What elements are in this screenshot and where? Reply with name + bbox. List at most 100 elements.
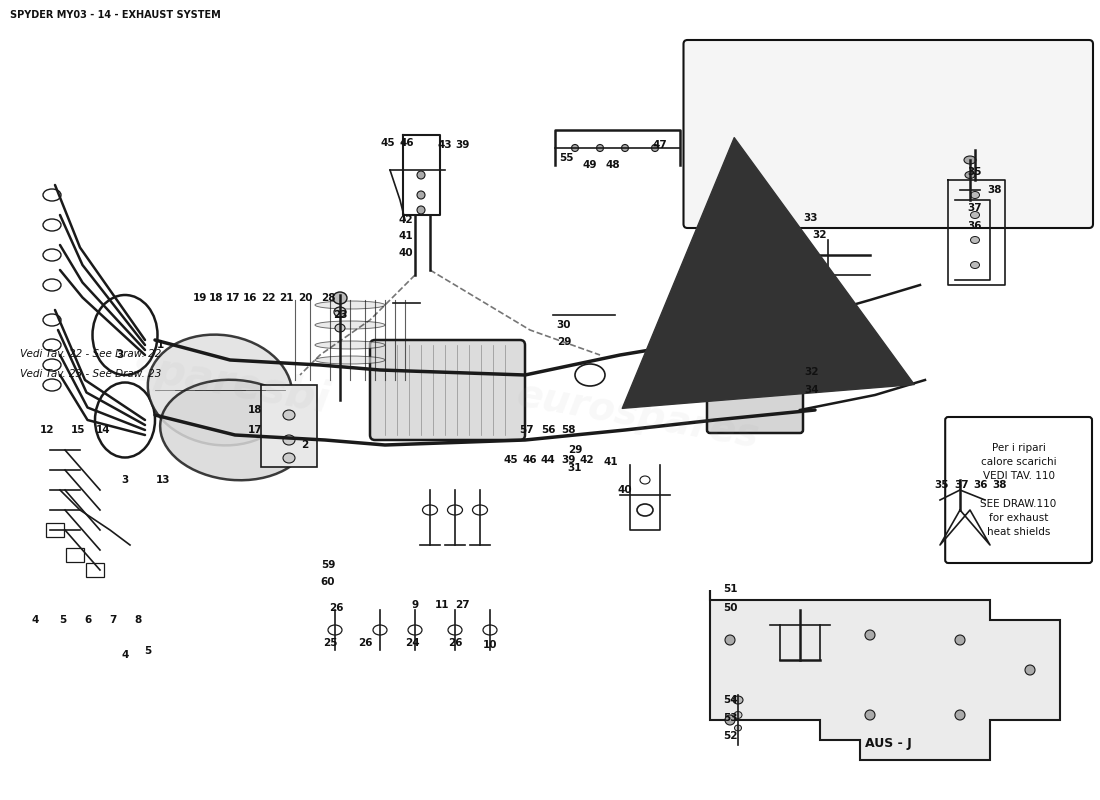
Ellipse shape: [596, 145, 604, 151]
Ellipse shape: [417, 191, 425, 199]
Text: 60: 60: [321, 577, 336, 587]
Text: 38: 38: [992, 480, 1008, 490]
Text: 59: 59: [321, 560, 336, 570]
Text: AUS - J: AUS - J: [866, 738, 912, 750]
Ellipse shape: [734, 711, 742, 718]
Text: 34: 34: [805, 385, 820, 395]
Text: 51: 51: [723, 584, 737, 594]
Ellipse shape: [315, 356, 385, 364]
Text: 57: 57: [519, 425, 535, 435]
Text: 41: 41: [398, 231, 414, 241]
Text: 6: 6: [85, 615, 91, 625]
Ellipse shape: [161, 380, 310, 480]
Text: 27: 27: [454, 600, 470, 610]
Polygon shape: [710, 590, 1060, 760]
Text: 39: 39: [561, 455, 575, 465]
Ellipse shape: [572, 145, 579, 151]
Text: 14: 14: [96, 425, 110, 435]
Text: Per i ripari
calore scarichi
VEDI TAV. 110

SEE DRAW.110
for exhaust
heat shield: Per i ripari calore scarichi VEDI TAV. 1…: [980, 443, 1057, 537]
Text: 29: 29: [557, 337, 571, 347]
Text: 4: 4: [121, 650, 129, 660]
Ellipse shape: [315, 341, 385, 349]
Text: 37: 37: [968, 203, 982, 213]
Ellipse shape: [970, 211, 979, 218]
Text: 26: 26: [448, 638, 462, 648]
Ellipse shape: [315, 301, 385, 309]
Ellipse shape: [965, 171, 975, 178]
Ellipse shape: [970, 262, 979, 269]
Text: 13: 13: [156, 475, 170, 485]
Ellipse shape: [733, 696, 742, 704]
Ellipse shape: [333, 292, 346, 304]
FancyBboxPatch shape: [707, 292, 803, 358]
Text: 12: 12: [40, 425, 54, 435]
Ellipse shape: [955, 635, 965, 645]
Text: 45: 45: [381, 138, 395, 148]
Text: 35: 35: [935, 480, 949, 490]
Text: 28: 28: [321, 293, 336, 303]
Text: 3: 3: [117, 350, 123, 360]
Text: 35: 35: [968, 167, 982, 177]
Text: 4: 4: [31, 615, 38, 625]
Text: 3: 3: [121, 475, 129, 485]
Text: 19: 19: [192, 293, 207, 303]
Ellipse shape: [865, 710, 874, 720]
Text: 18: 18: [209, 293, 223, 303]
Text: 39: 39: [454, 140, 470, 150]
Text: SPYDER MY03 - 14 - EXHAUST SYSTEM: SPYDER MY03 - 14 - EXHAUST SYSTEM: [10, 10, 221, 20]
Ellipse shape: [315, 321, 385, 329]
Text: 18: 18: [248, 405, 262, 415]
Text: 23: 23: [332, 310, 348, 320]
Ellipse shape: [283, 435, 295, 445]
Text: 30: 30: [557, 320, 571, 330]
Text: 5: 5: [59, 615, 67, 625]
Text: 58: 58: [561, 425, 575, 435]
Text: 36: 36: [968, 221, 982, 231]
FancyBboxPatch shape: [261, 385, 317, 467]
Text: 20: 20: [298, 293, 312, 303]
Text: 46: 46: [399, 138, 415, 148]
Text: 48: 48: [606, 160, 620, 170]
Text: 5: 5: [144, 646, 152, 656]
Ellipse shape: [735, 725, 741, 731]
Text: 43: 43: [438, 140, 452, 150]
Ellipse shape: [283, 410, 295, 420]
Text: 53: 53: [723, 713, 737, 723]
Ellipse shape: [955, 710, 965, 720]
Text: Vedi Tav. 22 - See Draw. 22: Vedi Tav. 22 - See Draw. 22: [20, 349, 162, 358]
Text: 33: 33: [804, 213, 818, 223]
FancyBboxPatch shape: [370, 340, 525, 440]
Text: 24: 24: [405, 638, 419, 648]
Ellipse shape: [970, 237, 979, 243]
Text: 56: 56: [541, 425, 556, 435]
Ellipse shape: [147, 334, 293, 446]
FancyBboxPatch shape: [707, 367, 803, 433]
Text: 10: 10: [483, 640, 497, 650]
Ellipse shape: [725, 715, 735, 725]
Text: 32: 32: [813, 230, 827, 240]
Ellipse shape: [336, 324, 345, 332]
Text: 21: 21: [278, 293, 294, 303]
Text: 41: 41: [604, 457, 618, 467]
Text: 42: 42: [398, 215, 414, 225]
Text: 26: 26: [358, 638, 372, 648]
Text: 55: 55: [559, 153, 573, 163]
Text: 46: 46: [522, 455, 537, 465]
Text: 40: 40: [398, 248, 414, 258]
Text: 44: 44: [540, 455, 556, 465]
Ellipse shape: [725, 635, 735, 645]
FancyBboxPatch shape: [945, 417, 1092, 563]
Text: 54: 54: [723, 695, 737, 705]
Text: 26: 26: [329, 603, 343, 613]
Text: 17: 17: [226, 293, 240, 303]
Text: 50: 50: [723, 603, 737, 613]
Text: 8: 8: [134, 615, 142, 625]
Ellipse shape: [334, 307, 346, 317]
Text: Vedi Tav. 23 - See Draw. 23: Vedi Tav. 23 - See Draw. 23: [20, 369, 162, 378]
Text: 52: 52: [723, 731, 737, 741]
Text: 1: 1: [156, 340, 164, 350]
Text: 32: 32: [805, 367, 820, 377]
Text: eurospares: eurospares: [514, 376, 762, 456]
Text: 9: 9: [411, 600, 419, 610]
Text: 7: 7: [109, 615, 117, 625]
